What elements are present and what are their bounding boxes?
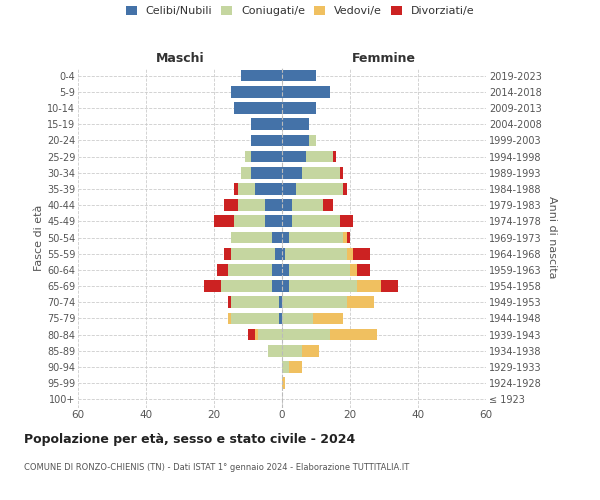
Bar [357,280,380,292]
Bar [282,280,289,292]
Bar [289,232,343,243]
Bar [289,280,357,292]
Bar [282,345,302,356]
Bar [217,264,227,276]
Bar [286,248,347,260]
Bar [296,183,343,195]
Bar [255,329,258,340]
Bar [231,86,282,98]
Bar [343,232,347,243]
Bar [235,216,265,227]
Bar [235,102,282,114]
Bar [275,248,282,260]
Legend: Celibi/Nubili, Coniugati/e, Vedovi/e, Divorziati/e: Celibi/Nubili, Coniugati/e, Vedovi/e, Di… [125,6,475,16]
Bar [302,345,319,356]
Bar [231,248,275,260]
Bar [282,118,309,130]
Bar [289,264,350,276]
Bar [282,329,329,340]
Bar [231,232,272,243]
Bar [380,280,398,292]
Bar [255,183,282,195]
Bar [292,200,323,211]
Bar [251,150,282,162]
Y-axis label: Fasce di età: Fasce di età [34,204,44,270]
Bar [333,150,337,162]
Bar [224,200,238,211]
Bar [353,248,370,260]
Bar [238,200,265,211]
Bar [265,216,282,227]
Bar [292,216,340,227]
Bar [282,150,306,162]
Bar [272,232,282,243]
Bar [224,248,231,260]
Bar [357,264,370,276]
Bar [265,200,282,211]
Bar [282,312,313,324]
Text: COMUNE DI RONZO-CHIENIS (TN) - Dati ISTAT 1° gennaio 2024 - Elaborazione TUTTITA: COMUNE DI RONZO-CHIENIS (TN) - Dati ISTA… [24,462,409,471]
Bar [350,264,357,276]
Bar [282,134,309,146]
Bar [278,296,282,308]
Bar [272,264,282,276]
Bar [251,118,282,130]
Bar [347,232,350,243]
Bar [278,312,282,324]
Bar [231,296,278,308]
Bar [340,167,343,178]
Bar [258,329,282,340]
Bar [340,216,353,227]
Y-axis label: Anni di nascita: Anni di nascita [547,196,557,279]
Bar [221,280,272,292]
Bar [251,167,282,178]
Bar [227,296,231,308]
Bar [227,312,231,324]
Bar [289,361,302,373]
Bar [231,312,278,324]
Bar [282,296,347,308]
Text: Maschi: Maschi [155,52,205,65]
Bar [347,248,353,260]
Bar [272,280,282,292]
Bar [282,378,286,389]
Bar [245,150,251,162]
Bar [282,102,316,114]
Bar [227,264,272,276]
Bar [241,70,282,82]
Bar [343,183,347,195]
Bar [282,200,292,211]
Bar [282,183,296,195]
Bar [309,134,316,146]
Bar [235,183,238,195]
Bar [204,280,221,292]
Bar [248,329,255,340]
Text: Popolazione per età, sesso e stato civile - 2024: Popolazione per età, sesso e stato civil… [24,432,355,446]
Bar [238,183,255,195]
Bar [347,296,374,308]
Bar [251,134,282,146]
Bar [313,312,343,324]
Bar [323,200,333,211]
Bar [282,167,302,178]
Bar [214,216,235,227]
Text: Femmine: Femmine [352,52,416,65]
Bar [282,86,329,98]
Bar [282,232,289,243]
Bar [282,216,292,227]
Bar [306,150,333,162]
Bar [282,248,286,260]
Bar [302,167,340,178]
Bar [329,329,377,340]
Bar [241,167,251,178]
Bar [282,264,289,276]
Bar [282,361,289,373]
Bar [268,345,282,356]
Bar [282,70,316,82]
